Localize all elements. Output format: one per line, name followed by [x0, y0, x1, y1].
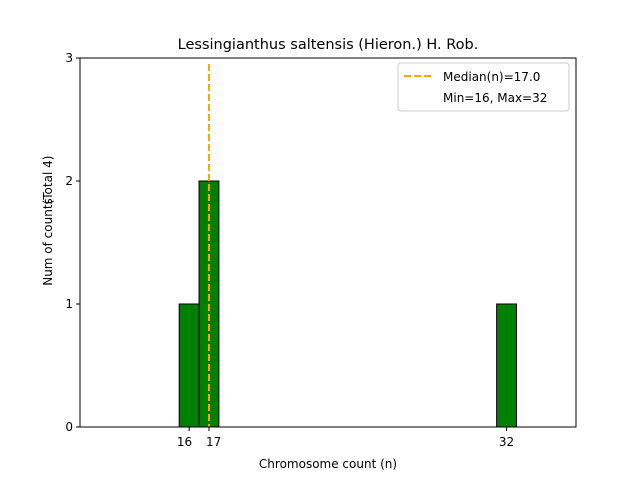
- legend-entry-median: Median(n)=17.0: [443, 70, 540, 84]
- plot-frame: [79, 57, 577, 428]
- x-tick-label-16: 16: [177, 435, 192, 449]
- bar-group: [178, 64, 553, 428]
- bar-32: [496, 303, 517, 428]
- x-axis-label: Chromosome count (n): [259, 457, 397, 471]
- y-axis-label: Num of counts: [41, 198, 55, 286]
- legend: Median(n)=17.0 Min=16, Max=32: [397, 62, 570, 112]
- bar-16: [178, 303, 200, 428]
- y-tick-label-2: 2: [65, 174, 73, 188]
- y-tick-label-1: 1: [65, 297, 73, 311]
- axes: 0 1 2 3 16 17 32: [65, 51, 577, 449]
- legend-entry-minmax: Min=16, Max=32: [443, 91, 547, 105]
- x-tick-label-32: 32: [499, 435, 514, 449]
- chart-title: Lessingianthus saltensis (Hieron.) H. Ro…: [178, 37, 479, 53]
- y-tick-label-3: 3: [65, 51, 73, 65]
- y-axis-total-label: (Total 4): [41, 156, 55, 205]
- y-tick-label-0: 0: [65, 420, 73, 434]
- x-tick-label-17: 17: [206, 435, 221, 449]
- legend-frame: [397, 62, 570, 112]
